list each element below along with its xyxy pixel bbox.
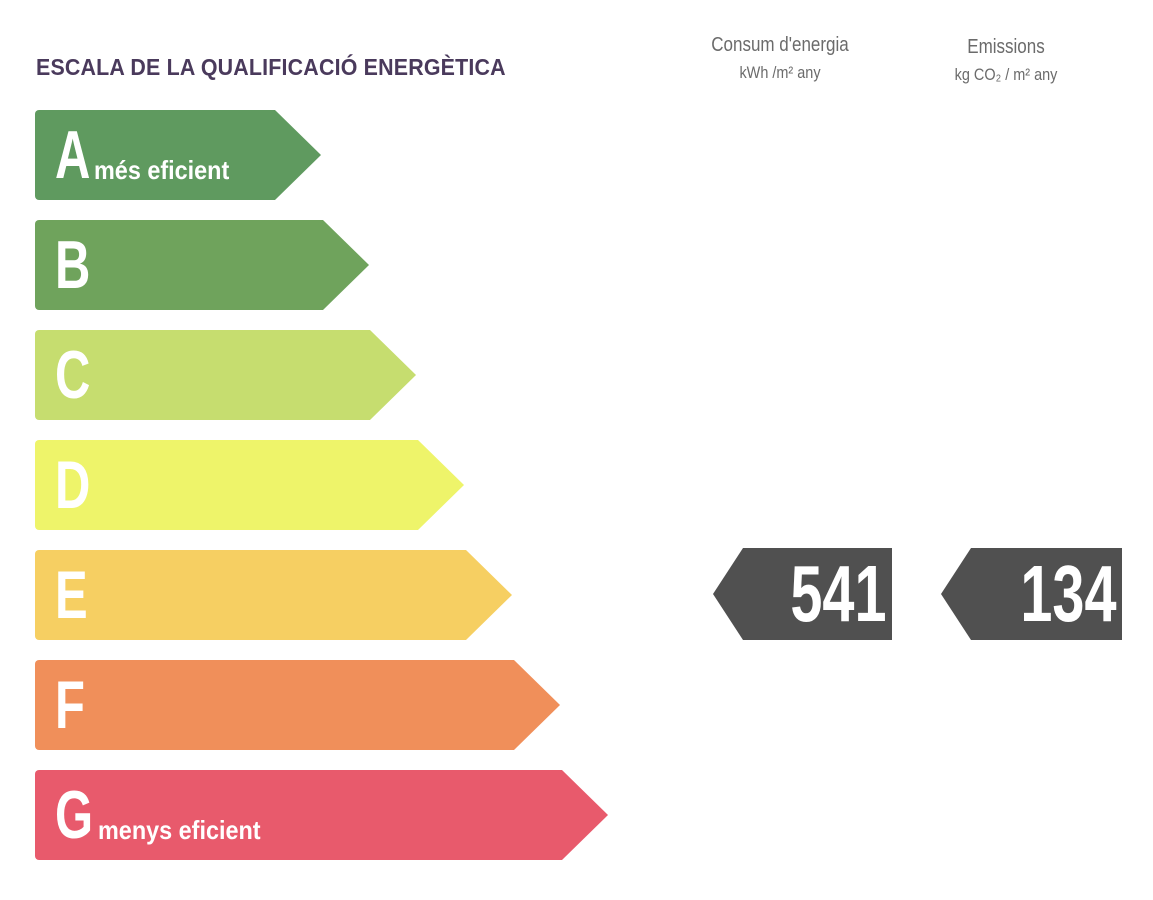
emissions-unit: kg CO₂ / m² any (954, 65, 1058, 84)
scale-letter-c: C (55, 337, 91, 413)
emissions-rating-tag: 134 (941, 548, 1122, 640)
scale-bar-c: C (35, 330, 416, 420)
consum-rating-tag: 541 (713, 548, 892, 640)
scale-desc-g: menys eficient (97, 814, 261, 845)
scale-letter-b: B (55, 227, 91, 303)
scale-bar-e: E (35, 550, 512, 640)
scale-letter-e: E (55, 557, 88, 633)
consum-label: Consum d'energia (711, 34, 849, 56)
scale-letter-a: A (55, 117, 91, 193)
scale-bar-a: A més eficient (35, 110, 321, 200)
scale-letter-g: G (55, 777, 94, 853)
scale-bar-f: F (35, 660, 560, 750)
emissions-label: Emissions (967, 36, 1045, 58)
scale-bar-g: G menys eficient (35, 770, 608, 860)
emissions-header: Emissions kg CO₂ / m² any (886, 36, 1126, 85)
scale-bar-d: D (35, 440, 464, 530)
page-title: ESCALA DE LA QUALIFICACIÓ ENERGÈTICA (36, 54, 506, 80)
consum-header: Consum d'energia kWh /m² any (660, 34, 900, 83)
scale-letter-f: F (55, 667, 85, 743)
consum-rating-value: 541 (789, 549, 886, 638)
emissions-rating-value: 134 (1019, 549, 1116, 638)
consum-unit: kWh /m² any (739, 63, 821, 82)
scale-bar-b: B (35, 220, 369, 310)
scale-desc-a: més eficient (94, 154, 230, 185)
scale-letter-d: D (55, 447, 91, 523)
